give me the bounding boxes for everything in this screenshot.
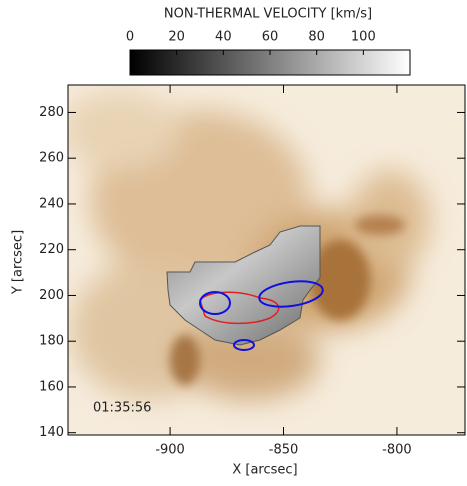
y-tick-label: 200 [39,288,64,303]
x-tick-label: -900 [155,443,185,458]
y-tick-label: 260 [39,151,64,166]
colorbar-title: NON-THERMAL VELOCITY [km/s] [164,7,372,22]
colorbar-tick-label: 100 [351,30,376,45]
y-tick-label: 220 [39,242,64,257]
solar-image [68,85,465,435]
colorbar-tick-label: 40 [215,30,232,45]
x-axis-label: X [arcsec] [232,463,297,478]
colorbar-tick-label: 60 [262,30,279,45]
y-tick-label: 180 [39,334,64,349]
y-axis-label: Y [arcsec] [11,230,26,295]
colorbar-tick-label: 0 [126,30,134,45]
y-tick-label: 240 [39,196,64,211]
timestamp: 01:35:56 [93,401,151,416]
y-tick-label: 280 [39,105,64,120]
colorbar-tick-label: 20 [168,30,185,45]
plot-frame [67,84,466,436]
y-tick-label: 140 [39,425,64,440]
colorbar-tick-label: 80 [308,30,325,45]
x-tick-label: -850 [269,443,299,458]
x-tick-label: -800 [382,443,412,458]
y-tick-label: 160 [39,379,64,394]
